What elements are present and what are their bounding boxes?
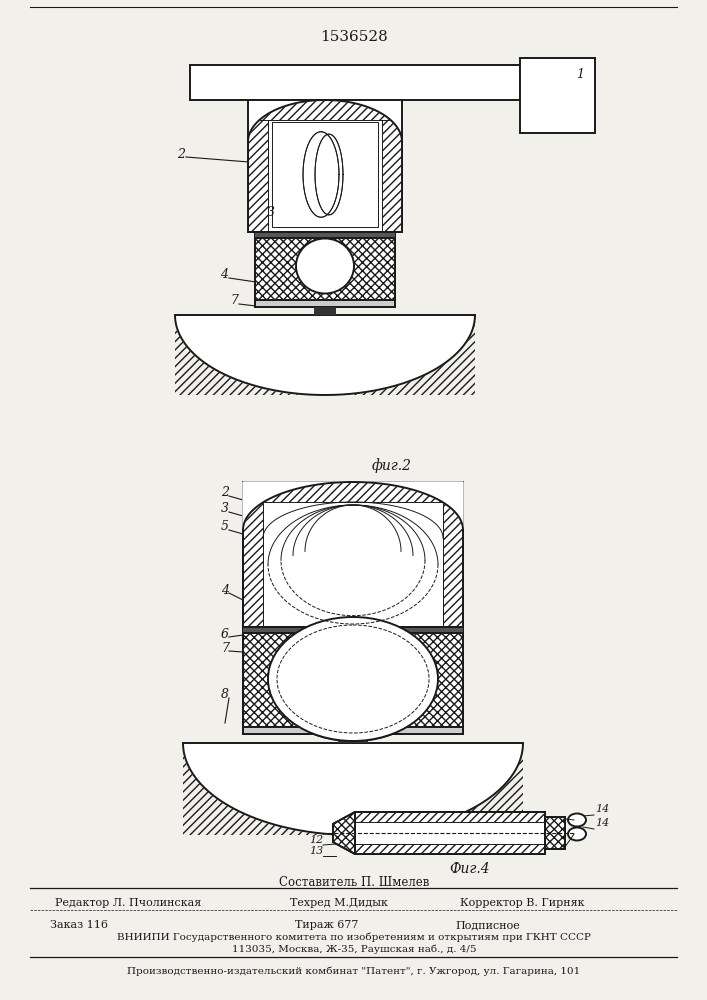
Text: 14: 14 xyxy=(595,818,609,828)
Bar xyxy=(243,627,463,727)
Text: Корректор В. Гирняк: Корректор В. Гирняк xyxy=(460,898,585,908)
Polygon shape xyxy=(183,743,523,835)
Bar xyxy=(255,300,395,307)
Bar xyxy=(314,307,336,315)
Text: 7: 7 xyxy=(230,294,238,308)
Bar xyxy=(183,743,523,835)
Text: Подписное: Подписное xyxy=(455,920,520,930)
Bar xyxy=(243,482,463,502)
Text: Составитель П. Шмелев: Составитель П. Шмелев xyxy=(279,876,429,889)
Bar xyxy=(248,100,402,120)
Text: фиг.3: фиг.3 xyxy=(330,780,370,795)
Text: 4: 4 xyxy=(221,584,229,596)
Polygon shape xyxy=(545,817,565,849)
Ellipse shape xyxy=(568,828,586,840)
Bar xyxy=(255,300,395,307)
Polygon shape xyxy=(248,100,402,142)
Ellipse shape xyxy=(296,238,354,294)
Text: 14: 14 xyxy=(595,804,609,814)
Bar xyxy=(338,734,368,743)
Text: 4: 4 xyxy=(220,268,228,282)
Text: Техред М.Дидык: Техред М.Дидык xyxy=(290,898,388,908)
Text: Редактор Л. Пчолинская: Редактор Л. Пчолинская xyxy=(55,898,201,908)
Bar xyxy=(314,307,336,315)
Text: 3: 3 xyxy=(221,502,229,516)
Ellipse shape xyxy=(268,617,438,741)
Bar xyxy=(255,232,395,300)
Text: 2: 2 xyxy=(221,487,229,499)
Bar xyxy=(443,482,463,627)
Text: 1: 1 xyxy=(576,68,584,81)
Bar xyxy=(255,232,395,238)
Bar xyxy=(243,627,463,727)
Bar xyxy=(243,633,463,727)
Text: Фиг.4: Фиг.4 xyxy=(450,862,491,876)
Polygon shape xyxy=(333,812,355,854)
Polygon shape xyxy=(545,817,565,849)
Text: 13: 13 xyxy=(309,846,323,856)
Bar xyxy=(243,482,463,627)
Ellipse shape xyxy=(296,238,354,294)
Bar xyxy=(355,844,545,854)
Bar xyxy=(243,482,463,627)
Polygon shape xyxy=(333,812,355,854)
Text: 10: 10 xyxy=(309,812,323,822)
Bar xyxy=(175,315,475,395)
Bar xyxy=(355,812,545,822)
Bar xyxy=(443,482,463,627)
Bar xyxy=(243,482,263,627)
Text: Производственно-издательский комбинат "Патент", г. Ужгород, ул. Гагарина, 101: Производственно-издательский комбинат "П… xyxy=(127,967,580,976)
Text: 3: 3 xyxy=(267,207,275,220)
Bar xyxy=(355,812,545,854)
Bar xyxy=(255,232,395,300)
Bar xyxy=(338,734,368,743)
Bar xyxy=(248,100,268,232)
Bar xyxy=(248,100,402,232)
Text: 6: 6 xyxy=(221,628,229,641)
Bar xyxy=(382,100,402,232)
Text: ВНИИПИ Государственного комитета по изобретениям и открытиям при ГКНТ СССР: ВНИИПИ Государственного комитета по изоб… xyxy=(117,932,591,942)
Bar xyxy=(255,232,395,300)
Ellipse shape xyxy=(268,617,438,741)
Bar xyxy=(243,727,463,734)
Text: фиг.2: фиг.2 xyxy=(372,458,412,473)
Text: 11: 11 xyxy=(309,823,323,833)
Text: 9: 9 xyxy=(316,802,323,812)
Bar xyxy=(255,238,395,300)
Text: 1536528: 1536528 xyxy=(320,30,388,44)
Bar xyxy=(243,627,463,633)
Bar xyxy=(243,482,263,627)
Bar xyxy=(243,482,463,502)
Polygon shape xyxy=(175,315,475,395)
Bar xyxy=(255,232,395,238)
Bar xyxy=(520,58,595,133)
Ellipse shape xyxy=(568,814,586,826)
Text: 2: 2 xyxy=(177,148,185,161)
Bar xyxy=(243,482,463,627)
Bar xyxy=(355,812,545,854)
Bar xyxy=(190,65,520,100)
Bar xyxy=(243,727,463,734)
Text: Заказ 116: Заказ 116 xyxy=(50,920,108,930)
Polygon shape xyxy=(243,482,463,530)
Bar xyxy=(243,482,463,627)
Text: 113035, Москва, Ж-35, Раушская наб., д. 4/5: 113035, Москва, Ж-35, Раушская наб., д. … xyxy=(232,945,477,954)
Bar xyxy=(243,627,463,727)
Text: 5: 5 xyxy=(221,520,229,534)
Bar xyxy=(243,627,463,633)
Text: 8: 8 xyxy=(221,688,229,702)
Text: Тираж 677: Тираж 677 xyxy=(295,920,358,930)
Bar xyxy=(272,122,378,227)
Text: 12: 12 xyxy=(309,835,323,845)
Bar xyxy=(248,100,402,232)
Text: 7: 7 xyxy=(221,642,229,654)
Text: 8: 8 xyxy=(270,340,278,354)
Polygon shape xyxy=(243,482,463,530)
